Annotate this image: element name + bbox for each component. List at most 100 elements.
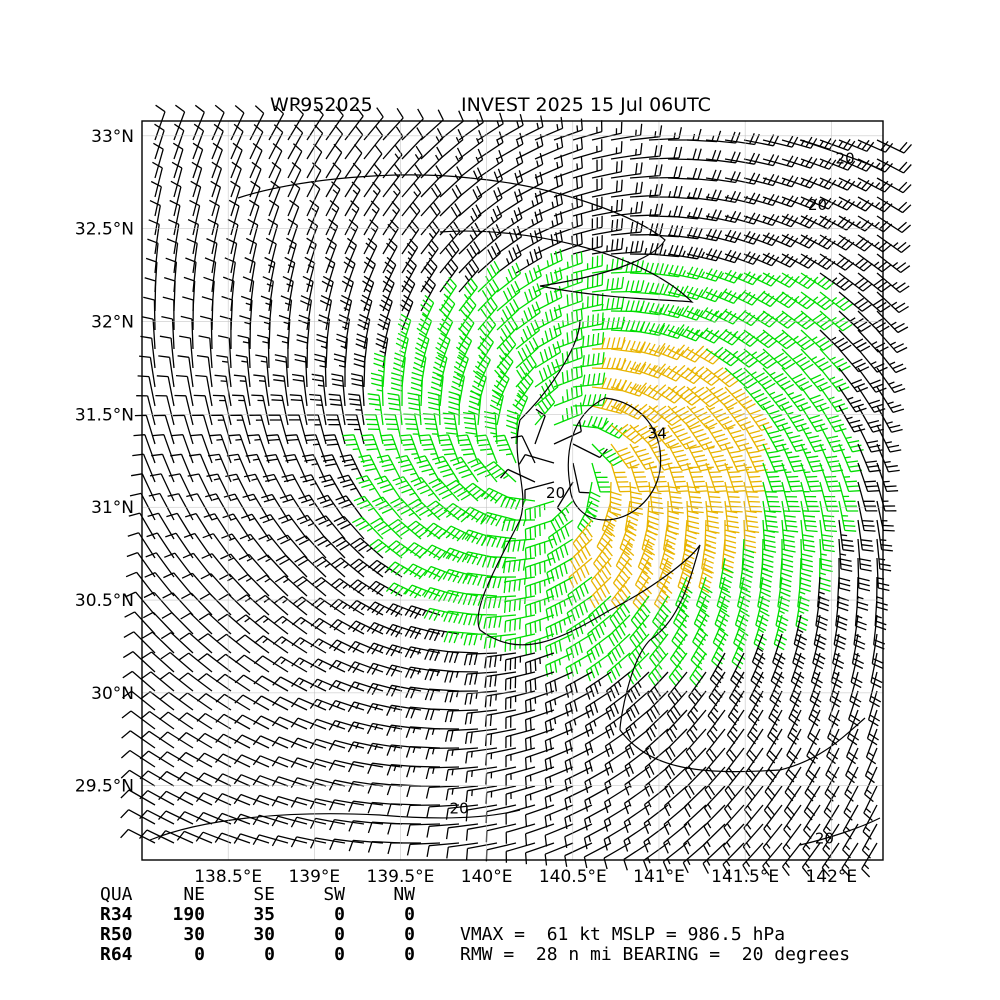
wind-barb	[876, 272, 910, 293]
wind-barb	[436, 434, 460, 464]
wind-barb	[230, 142, 243, 179]
wind-barb	[686, 327, 722, 344]
wind-barb	[222, 513, 251, 540]
wind-barb	[358, 454, 384, 483]
wind-barb	[566, 595, 593, 624]
wind-barb	[749, 671, 764, 707]
wind-barb	[743, 348, 777, 369]
wind-barb	[762, 424, 789, 452]
wind-barb	[309, 778, 346, 790]
wind-barb	[404, 646, 441, 659]
wind-barb	[762, 291, 798, 309]
wind-barb	[787, 709, 802, 745]
wind-barb	[869, 671, 882, 708]
wind-barb	[445, 747, 479, 762]
wind-barb	[504, 671, 536, 691]
wind-barb	[524, 842, 555, 865]
wind-barb	[399, 434, 422, 464]
wind-barb	[353, 353, 366, 388]
table-header-cell: SW	[323, 884, 345, 905]
wind-barb	[242, 276, 255, 312]
wind-barb	[505, 785, 536, 806]
wind-barb	[464, 671, 498, 686]
wind-barb	[534, 358, 561, 388]
wind-barb	[179, 335, 194, 369]
wind-barb	[505, 842, 536, 863]
wind-barb	[325, 143, 343, 179]
wind-barb	[596, 519, 616, 555]
wind-barb	[463, 613, 498, 626]
wind-barb	[876, 405, 903, 433]
wind-barb	[648, 166, 683, 179]
wind-barb	[171, 161, 183, 198]
wind-barb	[235, 654, 270, 673]
wind-barb	[545, 652, 574, 677]
wind-barb	[348, 393, 365, 426]
wind-barb	[484, 652, 517, 669]
wind-barb	[604, 747, 631, 776]
wind-barb	[481, 555, 517, 569]
wind-barb	[140, 691, 175, 711]
wind-barb	[800, 424, 827, 453]
table-cell: 190	[172, 904, 205, 925]
wind-barb	[195, 374, 213, 407]
wind-barb	[333, 353, 346, 387]
wind-barb	[439, 276, 457, 312]
wind-barb	[838, 500, 857, 532]
wind-barb	[377, 313, 391, 350]
wind-barb	[610, 462, 632, 493]
wind-barb	[591, 218, 624, 236]
wind-barb	[590, 557, 612, 591]
wind-barb	[686, 149, 722, 162]
wind-barb	[629, 302, 665, 316]
wind-barb	[333, 515, 365, 540]
wind-barb	[139, 355, 156, 388]
wind-barb	[838, 424, 864, 453]
wind-barb	[234, 674, 270, 692]
wind-barb	[257, 554, 289, 578]
x-tick-label: 141°E	[633, 867, 685, 887]
wind-barb	[453, 351, 469, 388]
wind-barb	[159, 335, 175, 369]
wind-barb	[186, 238, 198, 274]
wind-barb	[876, 538, 892, 572]
wind-barb	[215, 673, 251, 692]
wind-barb	[253, 655, 289, 673]
wind-barb	[818, 557, 831, 592]
wind-barb	[458, 148, 484, 179]
wind-barb	[701, 538, 716, 574]
wind-barb	[606, 652, 631, 684]
wind-barb	[626, 671, 650, 703]
wind-barb	[141, 651, 175, 673]
wind-barb	[126, 551, 156, 578]
wind-barb	[462, 572, 498, 586]
y-tick-label: 32°N	[91, 313, 134, 333]
wind-barb	[342, 434, 365, 464]
wind-barb	[236, 614, 270, 635]
wind-barb	[248, 199, 260, 236]
wind-barb	[477, 260, 501, 293]
wind-barb	[387, 540, 422, 559]
wind-barb	[425, 766, 460, 780]
wind-barb	[216, 653, 251, 673]
wind-barb	[292, 596, 327, 616]
wind-barb	[233, 774, 270, 787]
wind-barb	[183, 532, 213, 559]
wind-barb	[663, 804, 688, 835]
contour-20kt-northeast	[799, 139, 883, 171]
wind-barb	[465, 842, 498, 860]
wind-barb	[524, 709, 555, 732]
contour-label: 20	[546, 484, 565, 502]
wind-barb	[309, 798, 346, 810]
wind-barb	[524, 747, 555, 770]
wind-barb	[141, 671, 175, 692]
wind-barb	[237, 574, 270, 597]
wind-barb	[286, 237, 297, 274]
wind-barb	[724, 172, 761, 185]
wind-barb	[153, 414, 175, 445]
wind-barb	[722, 842, 745, 875]
wind-barb	[623, 804, 650, 834]
wind-barb	[743, 462, 766, 493]
wind-barb	[477, 205, 503, 236]
wind-barb	[534, 392, 556, 426]
